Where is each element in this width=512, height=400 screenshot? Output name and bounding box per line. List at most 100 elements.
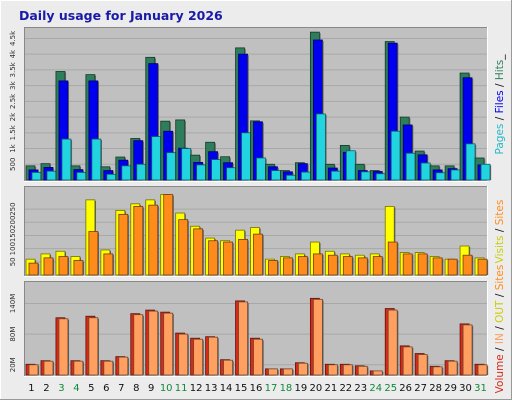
bar-hits-pages-day-7 xyxy=(121,165,132,181)
bar-hits-pages-day-22 xyxy=(345,150,356,181)
panel-hits-tick-label: 4.5k xyxy=(9,30,17,46)
bar-volume-in-day-16 xyxy=(253,338,263,376)
bar-visits-sites-day-6 xyxy=(103,253,114,276)
bar-visits-sites-day-13 xyxy=(208,240,219,276)
x-axis-label-day-27: 27 xyxy=(414,383,427,394)
bar-visits-sites-day-29 xyxy=(447,258,458,276)
x-axis-label-day-18: 18 xyxy=(280,383,293,394)
bar-visits-sites-day-17 xyxy=(268,260,278,276)
bar-hits-pages-day-11 xyxy=(181,148,192,181)
x-axis-label-day-29: 29 xyxy=(444,383,457,394)
bar-volume-in-day-17 xyxy=(268,368,278,376)
bar-hits-pages-day-9 xyxy=(151,136,162,181)
panel-visits-tick-label: 150 xyxy=(9,229,17,242)
legend-segment: / xyxy=(494,344,506,354)
bar-visits-sites-day-5 xyxy=(88,231,99,276)
bar-volume-in-day-26 xyxy=(402,346,413,376)
legend-segment: _ xyxy=(494,54,506,61)
bar-volume-in-day-23 xyxy=(357,365,368,376)
bar-volume-in-day-29 xyxy=(447,360,458,376)
bar-visits-sites-day-14 xyxy=(223,241,233,276)
bar-visits-sites-day-21 xyxy=(327,254,338,276)
x-axis-label-day-17: 17 xyxy=(265,383,278,394)
bar-visits-sites-day-16 xyxy=(253,233,263,276)
bar-visits-sites-day-25 xyxy=(387,241,398,276)
panel-hits-tick-label: 3.5k xyxy=(9,61,17,77)
legend-segment: / xyxy=(494,290,506,300)
legend-segment: Visits xyxy=(494,236,506,264)
x-axis-label-day-9: 9 xyxy=(148,383,154,394)
bar-visits-sites-day-18 xyxy=(283,257,293,276)
bar-volume-in-day-15 xyxy=(238,301,248,376)
panel-hits-tick-label: 4k xyxy=(9,49,17,58)
bar-hits-pages-day-3 xyxy=(61,138,72,181)
panel-volume-tick-label: 140M xyxy=(9,294,17,313)
bar-hits-pages-day-21 xyxy=(330,170,341,181)
bar-visits-sites-day-24 xyxy=(372,256,383,276)
legend-segment: Volume xyxy=(494,354,506,393)
x-axis-label-day-26: 26 xyxy=(399,383,412,394)
bar-hits-pages-day-14 xyxy=(226,167,236,181)
bar-hits-pages-day-29 xyxy=(450,169,461,181)
panel-hits-tick-label: 500 xyxy=(9,158,17,171)
panel-hits: 500 1k 1.5k 2k 2.5k 3k 3.5k 4k 4.5k xyxy=(9,27,492,182)
bar-visits-sites-day-30 xyxy=(462,254,473,276)
x-axis-label-day-4: 4 xyxy=(73,383,79,394)
x-axis-label-day-21: 21 xyxy=(324,383,337,394)
legend-segment: / xyxy=(494,323,506,333)
legend-segment: Sites xyxy=(494,265,506,291)
bar-visits-sites-day-15 xyxy=(238,239,248,276)
panel-volume-tick-label: 80M xyxy=(9,327,17,342)
panel-visits-tick-label: 200 xyxy=(9,216,17,229)
bar-volume-in-day-10 xyxy=(163,312,174,376)
bar-hits-pages-day-18 xyxy=(286,174,296,181)
panel-visits-tick-label: 250 xyxy=(9,202,17,215)
bar-visits-sites-day-28 xyxy=(432,257,443,276)
x-axis-label-day-15: 15 xyxy=(235,383,248,394)
panel-volume: 20M 80M 140M xyxy=(9,281,489,377)
bar-hits-pages-day-4 xyxy=(76,172,87,181)
bar-hits-pages-day-13 xyxy=(211,159,222,181)
bar-hits-pages-day-20 xyxy=(315,113,326,181)
bar-hits-pages-day-28 xyxy=(435,172,446,181)
bar-volume-in-day-9 xyxy=(148,310,159,376)
bar-volume-in-day-28 xyxy=(432,366,443,376)
x-axis-label-day-19: 19 xyxy=(295,383,308,394)
bar-visits-sites-day-23 xyxy=(357,257,368,276)
legend-segment: / xyxy=(494,113,506,123)
bar-hits-pages-day-15 xyxy=(241,132,251,181)
bar-visits-sites-day-31 xyxy=(477,258,488,276)
x-axis-label-day-3: 3 xyxy=(58,383,64,394)
panel-hits-tick-label: 1.5k xyxy=(9,124,17,140)
bar-volume-in-day-7 xyxy=(118,356,129,376)
bar-visits-sites-day-8 xyxy=(133,206,144,276)
x-axis-day-labels: 1 2 3 4 5 6 7 8 9 10 11 12 13 14 15 16 17 18 19 20 21 22 23 24 2… xyxy=(28,383,487,394)
x-axis-label-day-31: 31 xyxy=(474,383,487,394)
bar-volume-in-day-24 xyxy=(372,370,383,376)
bar-volume-in-day-2 xyxy=(43,360,54,376)
bar-visits-sites-day-2 xyxy=(43,257,54,276)
x-axis-label-day-22: 22 xyxy=(339,383,352,394)
bar-volume-in-day-25 xyxy=(387,309,398,376)
bar-visits-sites-day-9 xyxy=(148,204,159,276)
x-axis-label-day-2: 2 xyxy=(43,383,49,394)
legend-segment: OUT xyxy=(494,300,506,323)
panel-visits-tick-label: 100 xyxy=(9,242,17,255)
bar-volume-in-day-8 xyxy=(133,314,144,376)
x-axis-label-day-28: 28 xyxy=(429,383,442,394)
bar-hits-pages-day-19 xyxy=(301,171,311,181)
legend-segment: Sites xyxy=(494,200,506,226)
bar-hits-pages-day-2 xyxy=(46,170,57,181)
bar-hits-pages-day-1 xyxy=(31,172,42,181)
series-legend-labels: Pages / Files / Hits_ Visits / Sites Volum… xyxy=(494,54,506,394)
bar-hits-pages-day-30 xyxy=(465,143,476,181)
bar-visits-sites-day-3 xyxy=(58,256,69,276)
bar-volume-in-day-6 xyxy=(103,360,114,376)
panel-hits-tick-label: 3k xyxy=(9,80,17,89)
bar-volume-in-day-13 xyxy=(208,336,219,376)
panel-visits-tick-label: 50 xyxy=(9,257,17,266)
bar-hits-pages-day-26 xyxy=(405,152,416,181)
x-axis-label-day-16: 16 xyxy=(250,383,263,394)
panel-hits-legend: Pages / Files / Hits_ xyxy=(494,54,506,155)
